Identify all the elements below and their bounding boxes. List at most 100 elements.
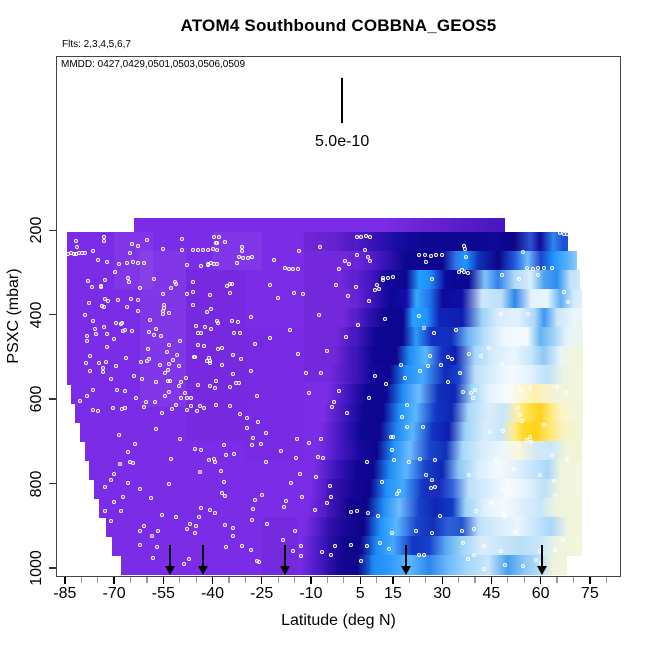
data-point (232, 452, 237, 457)
data-point (320, 550, 325, 555)
data-point (101, 369, 106, 374)
data-point (500, 487, 505, 492)
data-point (479, 353, 484, 358)
data-point (376, 513, 381, 518)
data-point (445, 379, 450, 384)
data-point (466, 557, 471, 562)
data-point (113, 321, 118, 326)
data-point (498, 311, 503, 316)
data-point (144, 400, 149, 405)
data-point (373, 374, 377, 379)
data-point (474, 508, 479, 513)
data-point (493, 456, 498, 461)
data-point (105, 331, 110, 336)
data-point (137, 486, 142, 491)
data-point (184, 395, 189, 400)
data-point (391, 434, 396, 439)
down-arrow-head-icon (279, 566, 290, 575)
data-point (230, 534, 235, 539)
data-point (127, 251, 132, 256)
data-point (498, 549, 503, 554)
data-point (214, 240, 219, 245)
data-point (552, 492, 557, 497)
data-point (96, 361, 101, 366)
data-point (145, 238, 150, 242)
x-major-tick (310, 577, 312, 584)
data-point (213, 379, 218, 384)
data-point (93, 331, 98, 336)
data-point (82, 250, 87, 255)
down-arrow-marker (168, 545, 171, 567)
x-minor-tick (474, 577, 476, 583)
data-point (117, 433, 122, 438)
data-point (417, 368, 422, 373)
data-point (345, 294, 350, 299)
data-point (173, 514, 178, 519)
data-point (527, 435, 532, 440)
data-point (344, 410, 349, 415)
data-point (136, 260, 141, 265)
data-point (516, 277, 521, 282)
data-point (125, 449, 130, 454)
data-point (190, 302, 195, 307)
data-point (153, 426, 158, 431)
data-point (296, 249, 301, 254)
data-point (488, 501, 493, 506)
data-point (524, 438, 529, 443)
data-point (328, 484, 333, 489)
scale-bar-label: 5.0e-10 (314, 133, 370, 151)
x-minor-tick (556, 577, 558, 583)
data-point (198, 470, 203, 475)
data-point (160, 291, 165, 296)
data-point (166, 367, 171, 372)
heatmap-row (66, 346, 584, 366)
heatmap-shade-patch (245, 327, 305, 461)
data-point (191, 279, 196, 284)
data-point (278, 448, 283, 453)
heatmap-row (66, 365, 584, 385)
data-point (126, 279, 131, 284)
data-point (432, 331, 437, 336)
data-point (306, 391, 311, 396)
data-point (124, 355, 129, 360)
data-point (160, 309, 165, 314)
data-point (193, 447, 198, 452)
data-point (167, 343, 172, 348)
heatmap-row (71, 384, 584, 404)
x-minor-tick (457, 577, 460, 583)
data-point (126, 275, 130, 280)
data-point (359, 558, 364, 563)
data-point (252, 342, 257, 346)
data-point (267, 283, 272, 288)
data-point (249, 315, 254, 320)
data-point (549, 265, 554, 270)
data-point (487, 429, 492, 434)
heatmap-row (66, 308, 582, 328)
data-point (376, 287, 381, 292)
heatmap-row (94, 479, 582, 499)
data-point (141, 261, 146, 265)
data-point (125, 305, 130, 310)
data-point (202, 343, 207, 348)
heatmap-row (84, 441, 582, 461)
data-point (251, 435, 256, 440)
data-point (173, 280, 178, 285)
data-point (135, 297, 140, 302)
data-point (208, 384, 213, 389)
data-point (139, 377, 144, 382)
data-point (160, 411, 165, 416)
x-major-tick (441, 577, 443, 584)
x-major-tick (540, 577, 542, 584)
data-point (380, 479, 385, 484)
data-point (332, 399, 337, 404)
x-minor-tick (326, 577, 329, 583)
data-point (151, 556, 156, 561)
data-point (154, 379, 159, 384)
data-point (386, 275, 391, 280)
data-point (318, 245, 323, 250)
data-point (535, 272, 540, 277)
data-point (349, 510, 354, 515)
data-point (429, 531, 434, 536)
data-point (196, 515, 201, 520)
